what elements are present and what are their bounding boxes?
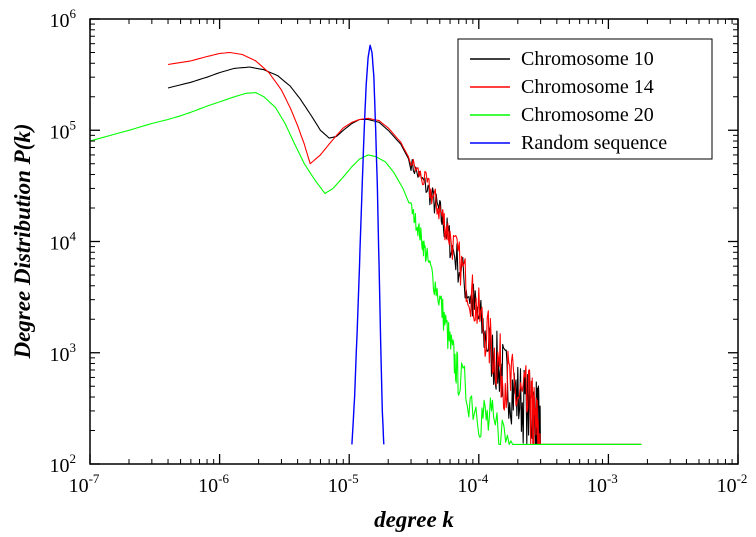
x-tick-label: 10-4 [457, 471, 488, 497]
series-layer [90, 44, 642, 445]
y-tick-label: 102 [50, 451, 77, 477]
y-tick-label: 103 [50, 340, 77, 366]
tick-layer [89, 18, 739, 465]
y-axis-title: Degree Distribution P(k) [10, 123, 35, 359]
legend-label: Chromosome 14 [521, 76, 654, 98]
series-line-3 [90, 92, 642, 445]
series-line-2 [167, 51, 642, 445]
y-tick-label: 104 [50, 229, 77, 255]
x-tick-label: 10-3 [587, 471, 618, 497]
legend-label: Chromosome 20 [521, 104, 654, 126]
legend: Chromosome 10 Chromosome 14 Chromosome 20 R… [457, 38, 713, 160]
label-layer: 10-7 10-6 10-5 10-4 10-3 10-2 102 103 104 105 106 [50, 6, 748, 497]
y-tick-label: 106 [50, 6, 77, 32]
x-tick-label: 10-6 [198, 471, 229, 497]
series-line-4 [351, 44, 385, 445]
x-tick-label: 10-5 [328, 471, 359, 497]
x-tick-label: 10-2 [717, 471, 748, 497]
y-tick-label: 105 [50, 117, 77, 143]
legend-label: Random sequence [521, 132, 667, 154]
legend-label: Chromosome 10 [521, 48, 654, 70]
x-tick-label: 10-7 [69, 471, 100, 497]
x-axis-title: degree k [374, 507, 454, 532]
